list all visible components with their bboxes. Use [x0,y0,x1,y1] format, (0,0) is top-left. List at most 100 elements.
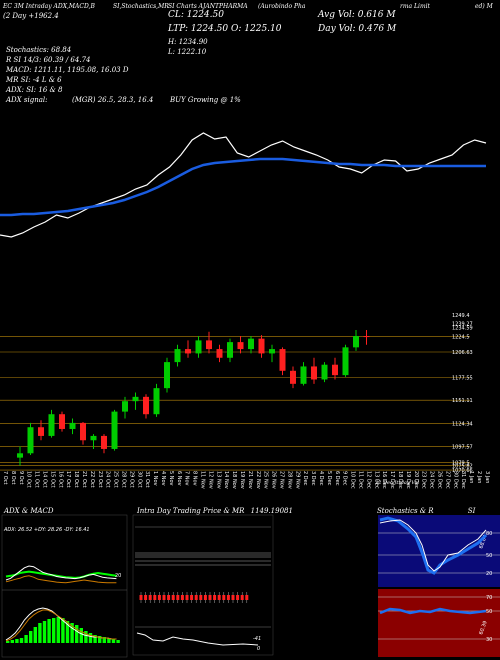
macd-histogram-bar [84,631,88,643]
date-tick-label: 24 Oct [105,471,111,488]
date-tick-label: 21 Nov [247,471,253,489]
candle-body [101,435,107,449]
mr-candle [162,595,166,600]
date-tick-label: 26 Dec [437,471,443,489]
mr-line [136,632,259,646]
mr-candle [199,595,203,600]
candle-body [80,422,86,441]
date-tick-label: 25 Nov [263,471,269,489]
rsi-value-label: 60.39 [478,620,489,636]
macd-histogram-bar [65,621,70,643]
mr-candle [139,595,143,600]
rsi-bg [378,589,500,657]
date-tick-label: 22 Oct [89,471,95,488]
candle-body [69,422,76,429]
candle-body [279,349,286,371]
date-tick-label: 20 Dec [413,471,419,489]
rsi-level-label: 70 [486,595,492,601]
mr-candle [171,595,175,600]
date-tick-label: 26 Nov [271,471,277,489]
stoch-k-line [379,516,488,575]
macd-histogram-bar [98,636,102,643]
date-tick-label: 11 Dec [358,471,364,489]
candle-body [164,362,170,389]
date-tick-label: 19 Dec [405,471,411,489]
date-tick-label: 13 Nov [215,471,221,489]
macd-histogram-bar [10,640,14,643]
date-tick-label: 6 Nov [176,471,182,486]
candle-body [206,340,212,350]
candle-body [290,370,296,384]
date-tick-label: 18 Dec [397,471,403,489]
mrsi-panel-value: 1149.19081 [250,507,293,515]
date-tick-label: 3 Dec [310,471,316,486]
date-tick-label: 2 Dec [302,471,308,486]
date-tick-label: 22 Nov [255,471,261,489]
date-tick-label: 13 Dec [373,471,379,489]
date-tick-label: 6 Dec [334,471,340,486]
candle-body [237,342,244,350]
mr-candle [226,595,230,600]
close-price: CL: 1224.50 [168,10,224,20]
date-tick-label: 4 Nov [160,471,166,486]
adx-level-label: 20 [115,573,121,579]
price-tick-label: 1097.57 [452,445,473,451]
mr-candle [222,595,226,600]
date-tick-label: 11 Oct [34,471,40,488]
macd-histogram-bar [102,637,106,643]
macd-histogram-bar [88,633,93,643]
rsi-line [379,607,487,615]
header-segment: (Aurobindo Pha [258,3,306,10]
date-tick-label: 19 Nov [239,471,245,489]
date-tick-label: 1 Nov [152,471,158,486]
candle-body [111,411,118,449]
mr-candle [245,595,249,600]
stoch-level-label: 80 [486,531,492,537]
mr-candle [240,595,244,600]
dates-caption: 22 Dec Jtrday Vol [375,480,420,486]
stoch-bg [378,515,500,587]
price-tick-label: 1239.27 [452,322,473,328]
date-tick-label: 17 Oct [65,471,71,488]
date-tick-label: 5 Dec [326,471,332,486]
date-tick-label: 17 Dec [389,471,395,489]
macd-histogram-bar [38,623,42,643]
price-tick-label: 1177.55 [452,375,473,381]
candle-body [174,349,181,363]
mr-candle [167,595,171,600]
mr-candle [217,595,221,600]
day-vol: Day Vol: 0.476 M [318,24,397,34]
macd-histogram-bar [52,618,56,643]
candle-body [185,349,191,354]
stoch-d-line [379,519,487,572]
date-tick-label: 29 Oct [128,471,134,488]
candle-body [216,349,223,358]
adx-macd-panel: ADX: 26.52 +DY: 28.26 -DY: 16.41 20 [1,514,128,658]
date-tick-label: 23 Oct [97,471,103,488]
candle-body [258,338,265,354]
avg-vol: Avg Vol: 0.616 M [318,10,396,20]
date-axis: 7 Oct 8 Oct 9 Oct 10 Oct 11 Oct 14 Oct 15 Oct 1… [2,471,490,489]
adx-panel-readout: ADX: 26.52 +DY: 28.26 -DY: 16.41 [3,527,90,533]
date-tick-label: 24 Dec [429,471,435,489]
candle-body [363,336,370,338]
date-tick-label: 10 Oct [26,471,32,488]
macd-histogram-bar [6,641,10,643]
signal-line [5,609,117,642]
open-price: O: 1225.10 [231,24,282,34]
macd-readout: MACD: 1211.11, 1195.08, 16.03 D [6,66,129,74]
macd-histogram-bar [56,617,60,643]
price-overlay-chart [0,132,487,238]
intraday-mr-panel: -41 0 [132,514,274,656]
high-price: H: 1234.90 [168,38,208,46]
stoch-level-label: 50 [486,553,492,559]
candle-body [300,366,307,384]
macd-histogram-bar [75,625,79,643]
candle-body [48,414,55,436]
price-tick-label: 1206.63 [452,350,473,356]
date-tick-label: 7 Nov [184,471,190,486]
candle-body [122,401,128,412]
header-segment: SI Charts AJANTPHARMA [168,3,248,10]
